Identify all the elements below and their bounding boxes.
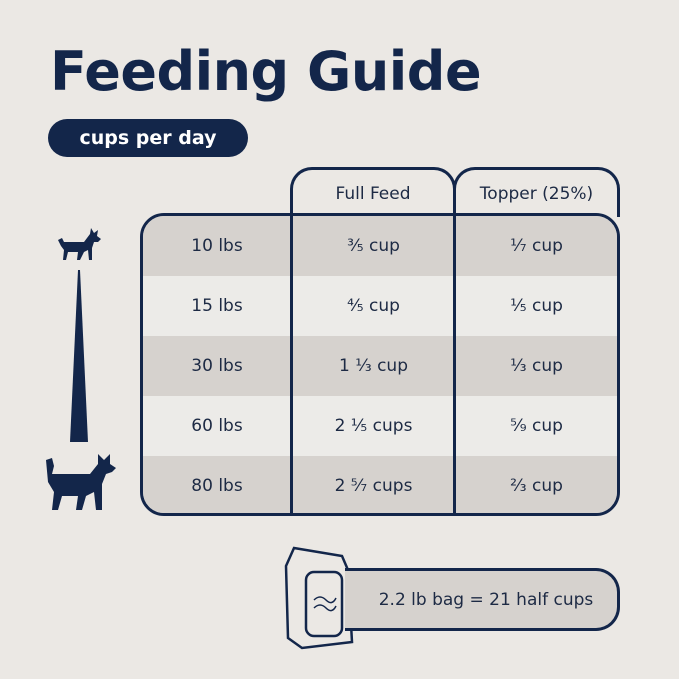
column-divider [290,216,293,513]
food-bag-icon [284,546,354,650]
weight-cell: 10 lbs [191,236,243,256]
full-feed-cell: ⁴⁄₅ cup [347,296,400,316]
table-row: 10 lbs ³⁄₅ cup ¹⁄₇ cup [143,216,617,276]
topper-cell: ¹⁄₃ cup [510,356,563,376]
topper-cell: ²⁄₃ cup [510,476,563,496]
page-title: Feeding Guide [50,40,482,103]
full-feed-cell: 2 ¹⁄₅ cups [334,416,413,436]
full-feed-cell: 2 ⁵⁄₇ cups [334,476,413,496]
units-badge: cups per day [48,119,248,157]
weight-cell: 30 lbs [191,356,243,376]
table-row: 60 lbs 2 ¹⁄₅ cups ⁵⁄₉ cup [143,396,617,456]
header-full-feed: Full Feed [290,167,456,217]
column-divider [453,216,456,513]
full-feed-cell: ³⁄₅ cup [347,236,400,256]
weight-cell: 60 lbs [191,416,243,436]
table-row: 80 lbs 2 ⁵⁄₇ cups ²⁄₃ cup [143,456,617,513]
topper-cell: ⁵⁄₉ cup [510,416,563,436]
topper-cell: ¹⁄₅ cup [510,296,563,316]
topper-cell: ¹⁄₇ cup [510,236,563,256]
header-topper: Topper (25%) [453,167,620,217]
bag-info-banner: 2.2 lb bag = 21 half cups [345,568,620,631]
large-dog-icon [46,454,116,510]
small-dog-icon [58,228,101,260]
size-scale-wedge-icon [70,270,88,442]
full-feed-cell: 1 ¹⁄₃ cup [338,356,408,376]
table-row: 30 lbs 1 ¹⁄₃ cup ¹⁄₃ cup [143,336,617,396]
weight-cell: 15 lbs [191,296,243,316]
weight-cell: 80 lbs [191,476,243,496]
feeding-table: 10 lbs ³⁄₅ cup ¹⁄₇ cup 15 lbs ⁴⁄₅ cup ¹⁄… [140,213,620,516]
table-row: 15 lbs ⁴⁄₅ cup ¹⁄₅ cup [143,276,617,336]
